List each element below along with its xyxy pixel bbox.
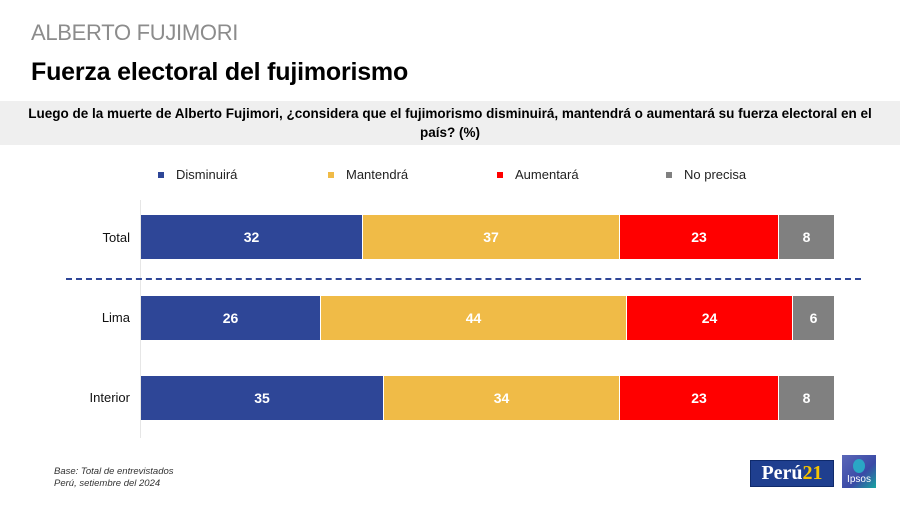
data-label-total-aumentara: 23	[691, 229, 707, 245]
peru21-logo-number: 21	[802, 462, 823, 484]
ipsos-logo: Ipsos	[842, 455, 876, 488]
survey-question-text: Luego de la muerte de Alberto Fujimori, …	[28, 106, 872, 140]
category-label-total: Total	[102, 230, 130, 245]
ipsos-logo-text: Ipsos	[847, 474, 871, 485]
data-label-lima-mantendra: 44	[465, 310, 482, 326]
bar-lima-no-precisa: 6	[793, 296, 835, 340]
legend-label-mantendra: Mantendrá	[346, 167, 409, 182]
bar-interior-no-precisa: 8	[779, 376, 835, 420]
legend-label-disminuira: Disminuirá	[176, 167, 238, 182]
bar-interior-disminuira: 35	[141, 376, 384, 420]
legend-swatch-no-precisa	[666, 171, 672, 178]
data-label-interior-mantendra: 34	[493, 390, 510, 406]
data-label-total-disminuira: 32	[243, 229, 260, 245]
legend-swatch-aumentara	[497, 171, 503, 178]
footnote-base: Base: Total de entrevistados	[54, 466, 174, 477]
bar-total-no-precisa: 8	[779, 215, 835, 259]
bar-total-mantendra: 37	[363, 215, 620, 259]
data-label-interior-no-precisa: 8	[802, 390, 811, 406]
footnote-date: Perú, setiembre del 2024	[54, 478, 161, 489]
bar-lima-disminuira: 26	[141, 296, 321, 340]
data-label-lima-no-precisa: 6	[809, 310, 818, 326]
data-label-total-mantendra: 37	[483, 229, 499, 245]
legend-item-no-precisa: No precisa	[666, 167, 746, 182]
ipsos-logo-mark	[853, 459, 865, 473]
supertitle: ALBERTO FUJIMORI	[31, 20, 239, 45]
bar-lima-mantendra: 44	[321, 296, 627, 340]
legend-label-no-precisa: No precisa	[684, 167, 747, 182]
legend-item-mantendra: Mantendrá	[328, 167, 408, 182]
bar-total-disminuira: 32	[141, 215, 363, 259]
bar-interior-mantendra: 34	[384, 376, 620, 420]
category-axis-line	[140, 200, 141, 438]
peru21-logo: Perú 21	[750, 460, 834, 487]
data-label-interior-aumentara: 23	[691, 390, 707, 406]
data-label-lima-disminuira: 26	[222, 310, 239, 326]
footnote: Base: Total de entrevistados Perú, setie…	[54, 466, 174, 490]
bar-interior-aumentara: 23	[620, 376, 779, 420]
data-label-interior-disminuira: 35	[254, 390, 270, 406]
survey-question-banner: Luego de la muerte de Alberto Fujimori, …	[0, 101, 900, 145]
legend: Disminuirá Mantendrá Aumentará No precis…	[0, 167, 900, 185]
category-label-interior: Interior	[89, 390, 130, 405]
bar-lima-aumentara: 24	[627, 296, 793, 340]
total-separator-dashed-line	[66, 278, 861, 280]
legend-swatch-disminuira	[158, 171, 164, 178]
legend-item-disminuira: Disminuirá	[158, 167, 237, 182]
peru21-logo-text: Perú	[761, 462, 803, 484]
chart-title: Fuerza electoral del fujimorismo	[31, 58, 409, 86]
legend-item-aumentara: Aumentará	[497, 167, 579, 182]
data-label-lima-aumentara: 24	[701, 310, 718, 326]
legend-swatch-mantendra	[328, 171, 334, 178]
bar-total-aumentara: 23	[620, 215, 779, 259]
category-label-lima: Lima	[101, 310, 130, 325]
legend-label-aumentara: Aumentará	[515, 167, 579, 182]
data-label-total-no-precisa: 8	[802, 229, 811, 245]
